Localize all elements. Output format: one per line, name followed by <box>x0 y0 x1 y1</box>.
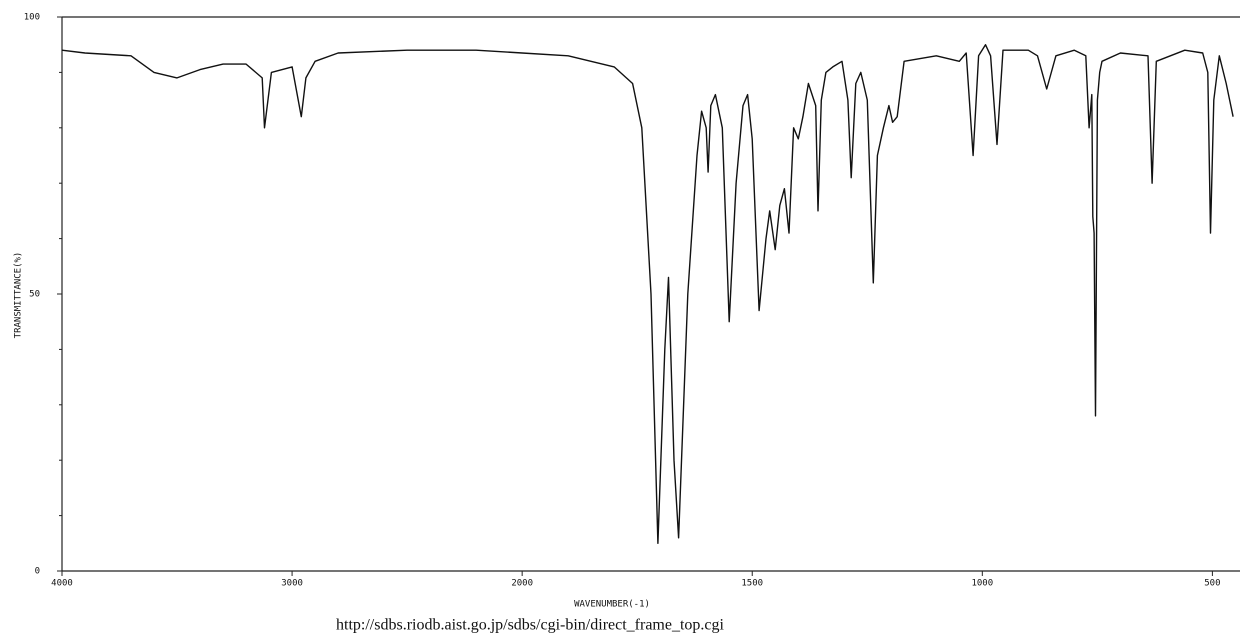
y-tick-label: 0 <box>35 567 40 577</box>
x-axis-label: WAVENUMBER(-1) <box>574 600 650 610</box>
spectrum-line <box>61 44 1234 544</box>
source-url: http://sdbs.riodb.aist.go.jp/sdbs/cgi-bi… <box>336 617 725 634</box>
y-tick-label: 100 <box>24 13 40 23</box>
x-tick-label: 4000 <box>51 579 73 589</box>
y-tick-label: 50 <box>29 290 40 300</box>
x-tick-label: 3000 <box>281 579 303 589</box>
x-tick-label: 2000 <box>511 579 533 589</box>
x-tick-label: 1000 <box>971 579 993 589</box>
x-tick-label: 1500 <box>741 579 763 589</box>
x-tick-label: 500 <box>1204 579 1220 589</box>
y-axis-label: TRANSMITTANCE(%) <box>14 252 24 339</box>
